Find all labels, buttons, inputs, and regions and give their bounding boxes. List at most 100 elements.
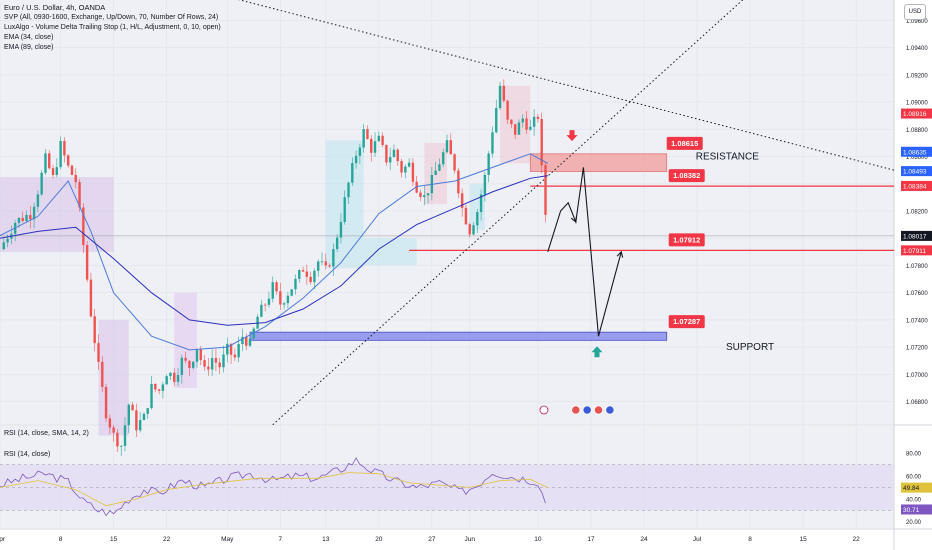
y-tick-label: 1.06800 [906,400,928,406]
axis-price-tag [901,180,932,191]
candle-body [248,338,252,346]
x-tick-label: 7 [279,536,283,543]
axis-price-tag-label: 1.08916 [903,111,927,118]
candle-body [222,354,225,368]
axis-price-tag-label: 1.08384 [903,183,927,190]
candle-body [460,193,464,208]
candle-body [180,357,184,375]
economic-event-flag-icon[interactable] [593,405,604,415]
candle-body [400,161,403,173]
candle-body [176,374,180,382]
legend-title: Euro / U.S. Dollar, 4h, OANDA [4,3,106,12]
rsi-legend-1[interactable]: RSI (14, close, SMA, 14, 2) [4,430,89,437]
candle-body [154,383,157,390]
candle-body [93,316,96,344]
resistance-zone-tag [666,136,703,150]
candle-body [396,149,399,162]
candle-body [275,282,278,292]
chart-legend: Euro / U.S. Dollar, 4h, OANDA SVP (All, … [4,3,221,53]
rsi-line[interactable] [0,457,546,517]
candle-body [267,298,271,305]
candle-body [282,303,286,305]
candle-body [271,282,274,299]
x-tick-label: 15 [110,536,118,543]
rsi-legend-2[interactable]: RSI (14, close) [4,451,51,458]
x-tick-label: 8 [748,536,752,543]
candle-body [540,119,543,166]
rsi-value-tag-label: 30.71 [903,507,920,514]
candle-body [510,119,513,125]
rsi-value-tag [901,482,932,493]
candle-body [309,276,312,283]
ema34-line[interactable] [0,153,549,351]
rsi-value-tag [901,504,932,515]
candle-body [146,408,149,414]
x-tick-label: 15 [799,536,807,543]
candle-body [44,153,47,173]
candle-body [521,118,524,123]
economic-event-flag-icon[interactable] [605,405,615,415]
candle-body [17,217,21,223]
support-zone-tag [668,315,705,329]
candle-body [173,372,176,382]
candle-body [214,358,218,363]
candle-body [63,140,66,156]
resistance-zone[interactable] [529,153,668,172]
y-tick-label: 1.09000 [906,101,928,107]
candle-body [184,357,187,361]
candle-body [85,245,89,280]
axis-price-tag [901,245,932,256]
rsi-ma-line[interactable] [0,472,548,507]
candle-body [388,157,392,163]
candle-body [529,126,532,130]
candle-body [513,124,517,135]
candle-body [487,153,490,175]
rising-trendline[interactable] [272,0,765,426]
candle-body [373,141,377,153]
candle-body [385,144,388,163]
legend-indicator-ema34[interactable]: EMA (34, close) [4,34,54,41]
candle-body [165,376,168,385]
currency-button[interactable]: USD [904,4,926,20]
lightning-event-icon[interactable] [539,405,549,415]
level-1-tag-label: 1.08382 [673,171,700,180]
candle-body [328,265,331,267]
economic-event-flag-icon[interactable] [582,405,592,415]
candle-body [2,242,5,250]
support-zone[interactable] [249,331,668,341]
candle-body [498,85,502,109]
candle-body [502,85,506,101]
candle-body [237,344,240,358]
rsi-tick-label: 40.00 [906,497,922,503]
level-1-tag [668,169,705,183]
legend-indicator-luxalgo[interactable]: LuxAlgo - Volume Delta Trailing Stop (1,… [4,24,221,31]
candle-body [260,304,263,317]
volume-profile-block [174,292,197,388]
candle-body [233,354,237,358]
x-tick-label: 22 [853,536,861,543]
x-tick-label: 24 [640,536,648,543]
candle-body [142,413,146,421]
y-tick-label: 1.07000 [906,373,928,379]
legend-indicator-svp[interactable]: SVP (All, 0930-1600, Exchange, Up/Down, … [4,14,219,21]
candle-body [317,261,320,271]
candle-body [442,152,445,165]
candle-body [32,206,36,220]
economic-event-flag-icon[interactable] [571,405,581,415]
legend-indicator-ema89[interactable]: EMA (89, close) [4,44,54,51]
candle-body [229,343,233,355]
candle-body [305,271,309,277]
candle-body [506,100,509,120]
projection-arrow-2 [616,250,624,258]
x-tick-label: Apr [0,536,6,543]
candle-body [286,295,290,304]
candle-body [78,182,81,208]
candle-body [263,304,267,306]
candle-body [517,122,521,135]
candle-body [191,361,195,368]
ema89-line[interactable] [0,175,548,326]
candle-body [97,343,100,362]
y-tick-label: 1.09200 [906,73,928,79]
candle-body [423,195,426,197]
